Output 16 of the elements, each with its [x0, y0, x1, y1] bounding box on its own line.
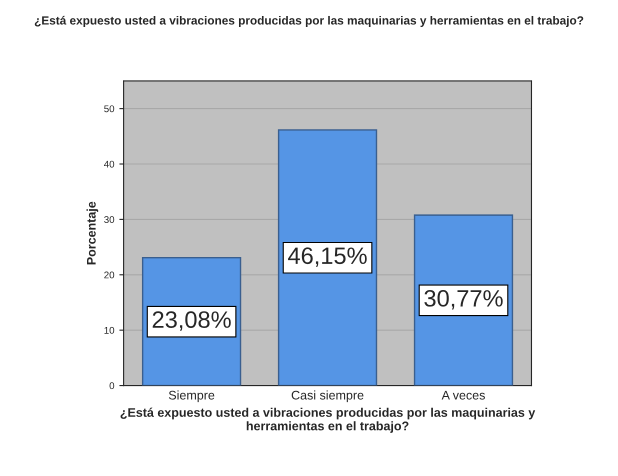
x-tick-label: A veces	[442, 390, 485, 400]
data-label: 23,08%	[152, 311, 231, 331]
y-tick-label: 40	[104, 160, 114, 168]
y-tick-label: 20	[104, 272, 114, 278]
x-tick-label: Siempre	[168, 390, 214, 402]
y-tick-label: 30	[104, 216, 114, 224]
x-axis-title: ¿Está expuesto usted a vibraciones producidas por las maquinarias y herramientas en el trabajo?	[120, 408, 536, 433]
y-axis-title: Porcentaje	[86, 202, 98, 264]
y-tick-label: 50	[104, 105, 114, 112]
chart-title: ¿Está expuesto usted a vibraciones producidas por las maquinarias y herramientas en el trabajo?	[34, 16, 584, 27]
bar	[278, 129, 378, 386]
data-label: 46,15%	[288, 247, 367, 267]
y-tick-label: 0	[110, 382, 114, 390]
y-tick-label: 10	[104, 326, 114, 334]
x-tick-label: Casi siempre	[292, 390, 364, 402]
data-label: 30,77%	[424, 290, 503, 310]
